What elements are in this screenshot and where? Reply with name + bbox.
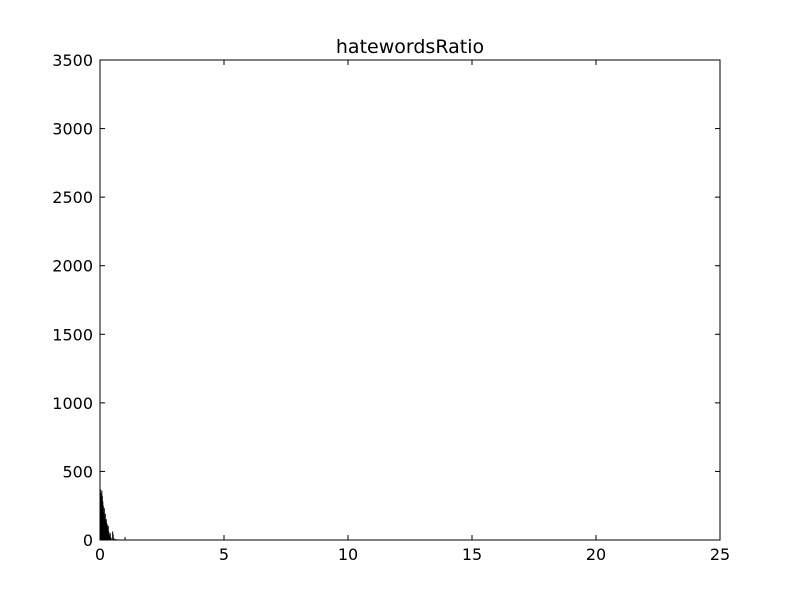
- chart-title: hatewordsRatio: [336, 36, 484, 58]
- plot-frame: [99, 59, 721, 541]
- x-tick-label: 25: [710, 545, 730, 564]
- y-tick-label: 2500: [52, 188, 93, 207]
- x-tick-label: 20: [586, 545, 606, 564]
- y-tick-label: 1500: [52, 325, 93, 344]
- x-tick-label: 15: [462, 545, 482, 564]
- histogram-bar: [112, 534, 114, 541]
- x-axis-ticks: 0 5 10 15 20 25: [95, 60, 730, 564]
- y-tick-label: 3500: [52, 51, 93, 70]
- y-tick-label: 2000: [52, 257, 93, 276]
- x-tick-label: 5: [219, 545, 229, 564]
- y-tick-label: 0: [83, 531, 93, 550]
- bars-group: [99, 489, 706, 541]
- y-tick-label: 1000: [52, 394, 93, 413]
- x-tick-label: 10: [338, 545, 358, 564]
- x-tick-label: 0: [95, 545, 105, 564]
- y-tick-label: 500: [62, 462, 93, 481]
- y-tick-label: 3000: [52, 120, 93, 139]
- y-axis-ticks: 0 500 1000 1500 2000 2500 3000 3500: [52, 51, 720, 550]
